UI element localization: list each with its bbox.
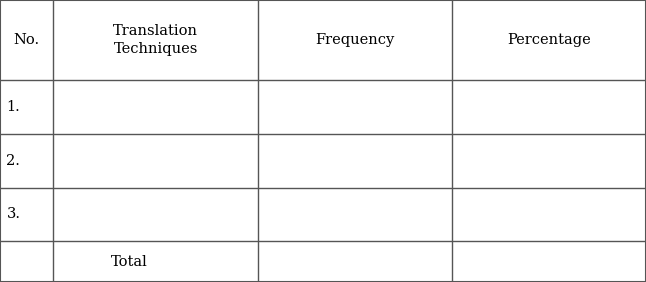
Text: 2.: 2.: [6, 154, 20, 168]
Text: Percentage: Percentage: [507, 33, 591, 47]
Text: No.: No.: [14, 33, 39, 47]
Text: 3.: 3.: [6, 207, 21, 221]
Text: Translation
Techniques: Translation Techniques: [113, 24, 198, 56]
Text: Total: Total: [111, 255, 147, 268]
Text: 1.: 1.: [6, 100, 20, 114]
Text: Frequency: Frequency: [316, 33, 395, 47]
